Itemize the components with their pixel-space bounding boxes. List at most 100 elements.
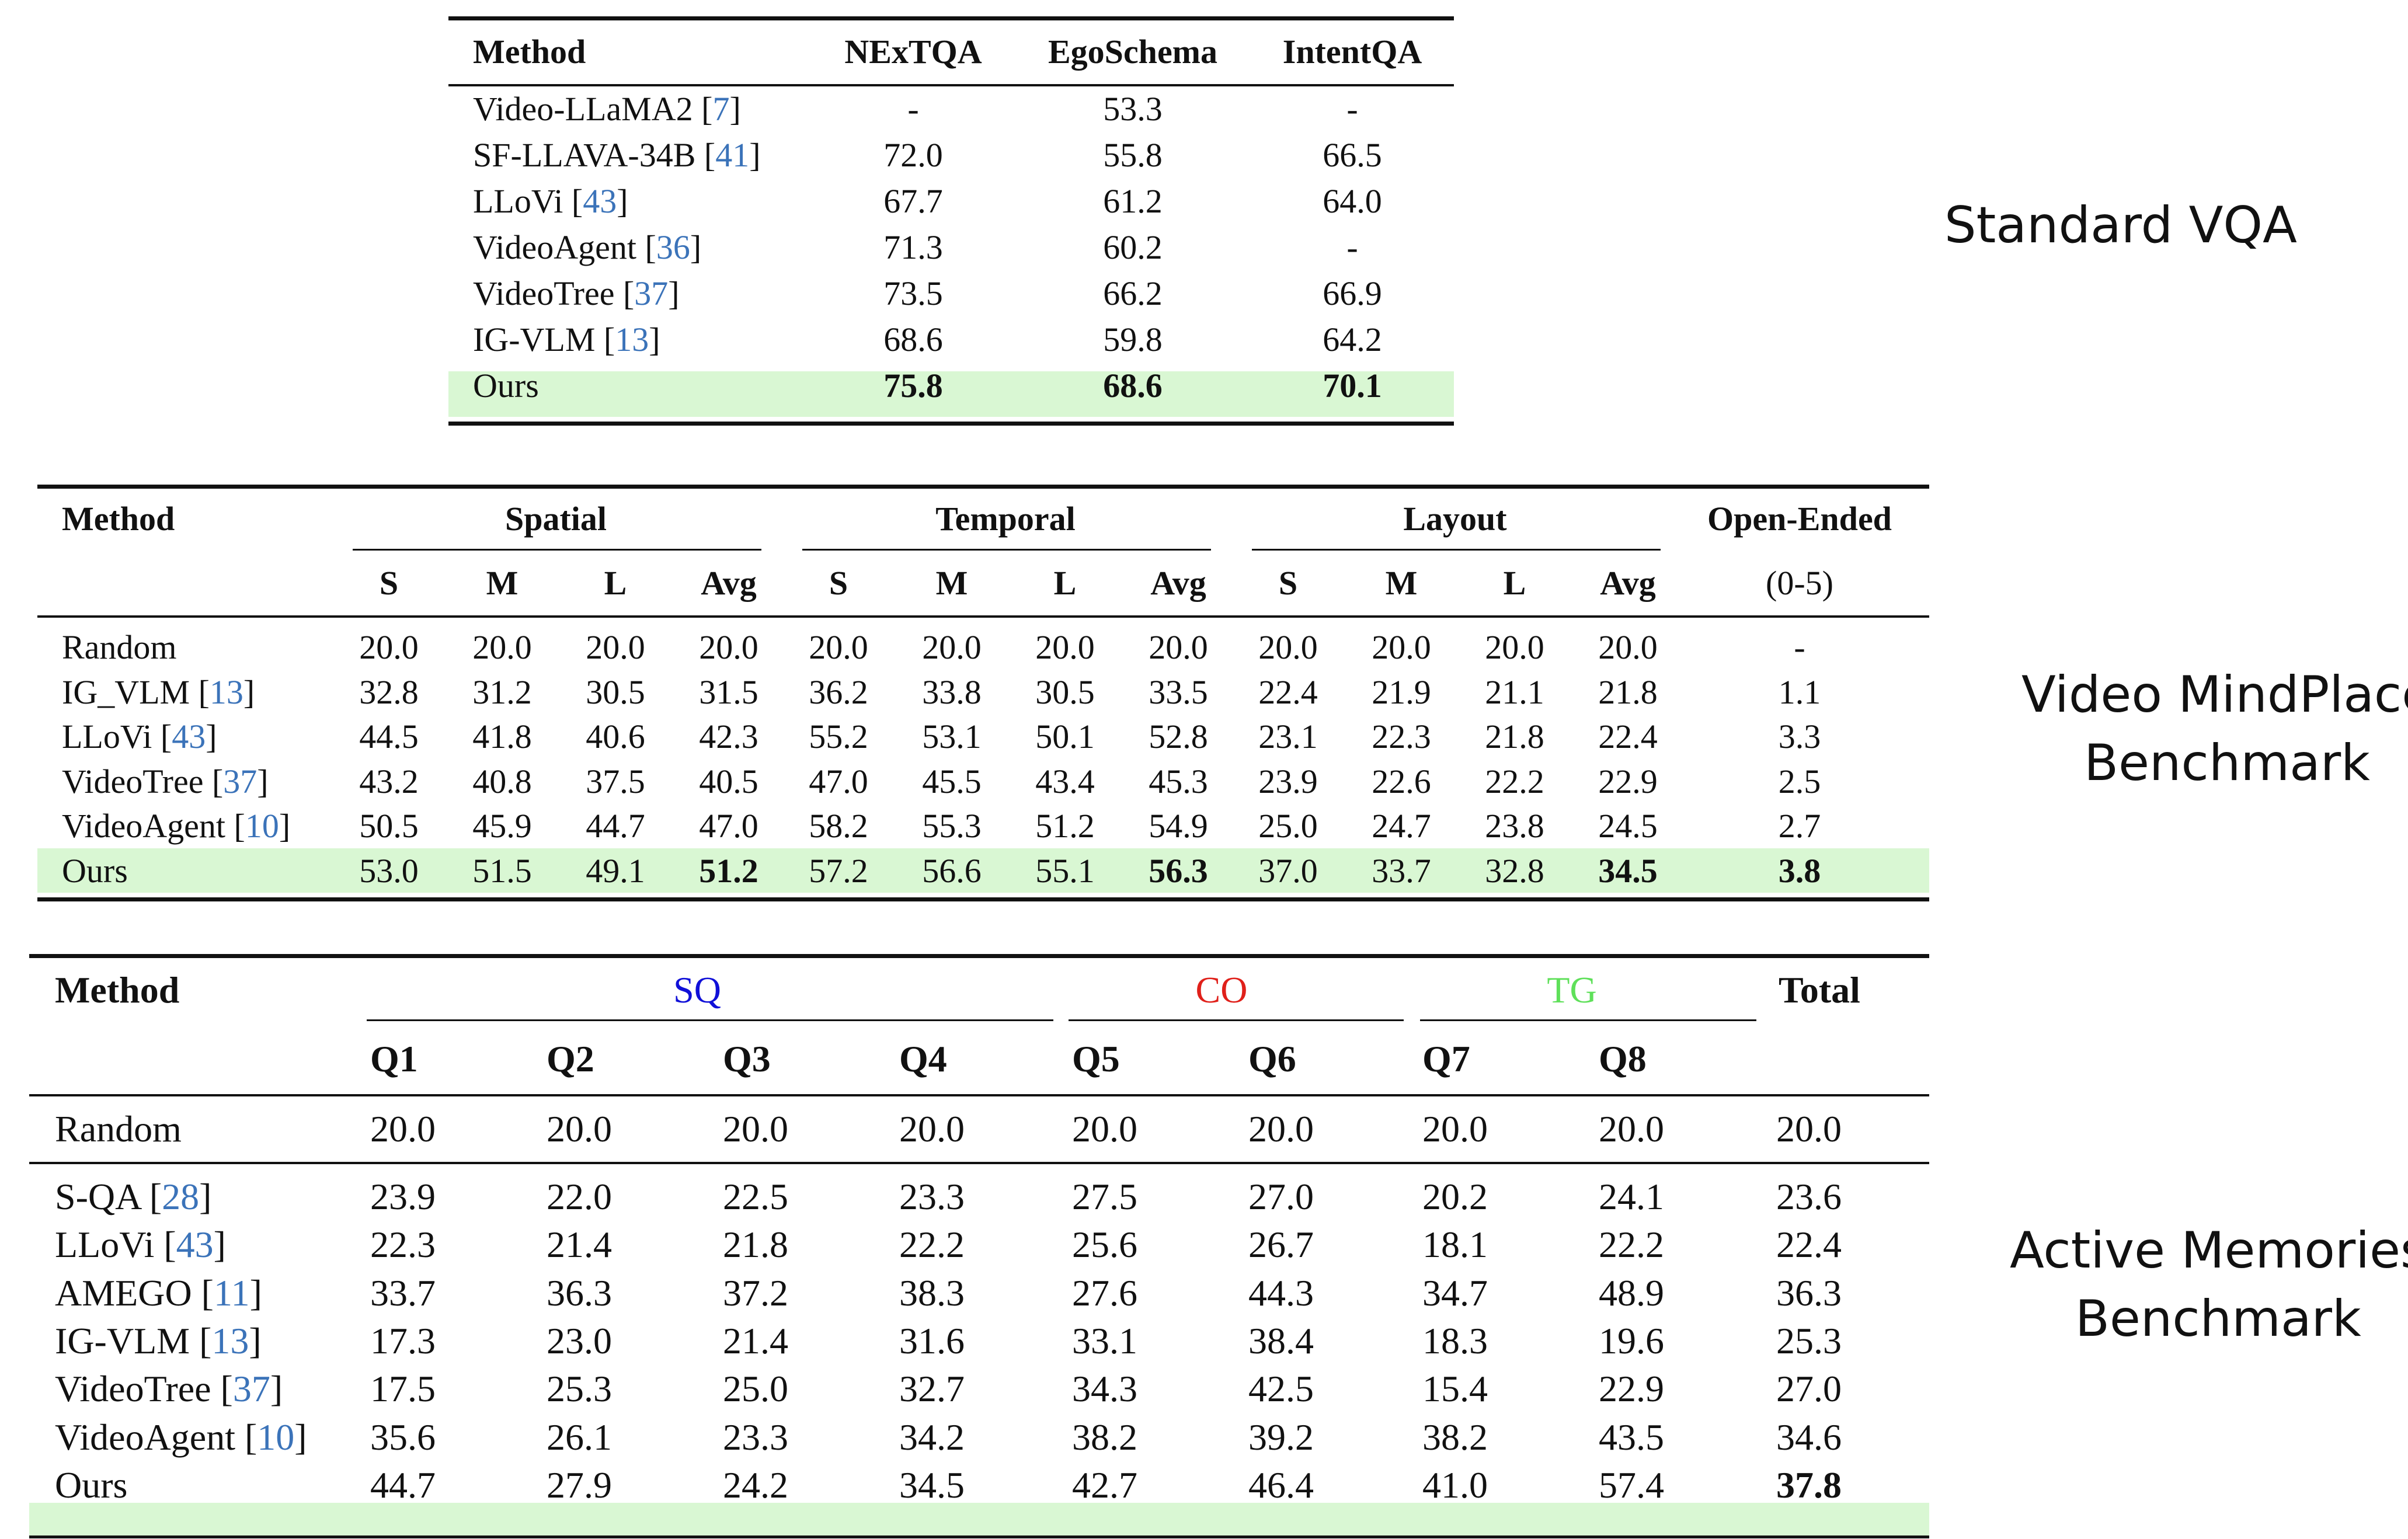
subheader-cell: M <box>1385 564 1418 602</box>
value-cell: 68.6 <box>1103 367 1163 405</box>
method-cell: LLoVi [43] <box>55 1224 226 1265</box>
value-cell: 34.5 <box>1598 852 1658 890</box>
method-name: IG-VLM <box>55 1320 190 1362</box>
value-cell: 34.2 <box>899 1416 965 1458</box>
value-cell: 17.3 <box>370 1320 436 1362</box>
value-cell: 70.1 <box>1323 367 1382 405</box>
value-cell: 18.1 <box>1422 1224 1488 1265</box>
subheader-cell: S <box>1278 564 1298 602</box>
citation-link[interactable]: 41 <box>715 136 750 174</box>
ours-highlight <box>448 371 1454 417</box>
method-cell: IG-VLM [13] <box>55 1320 262 1362</box>
subheader-cell: M <box>935 564 968 602</box>
value-cell: 23.6 <box>1776 1176 1842 1217</box>
value-cell: 21.8 <box>1598 673 1658 711</box>
value-cell: 66.9 <box>1323 274 1382 312</box>
method-cell: LLoVi [43] <box>473 182 628 220</box>
value-cell: 20.0 <box>370 1108 436 1150</box>
citation-link[interactable]: 43 <box>172 718 206 755</box>
citation-link[interactable]: 10 <box>245 807 279 845</box>
subheader-cell: L <box>1503 564 1526 602</box>
value-cell: 34.3 <box>1072 1368 1137 1409</box>
open-ended-group-header: Open-Ended <box>1707 500 1892 538</box>
value-cell: 20.0 <box>1485 628 1544 666</box>
value-cell: 50.5 <box>359 807 419 845</box>
citation-link[interactable]: 37 <box>232 1368 270 1409</box>
tg-subrule <box>1420 1019 1756 1021</box>
method-name: S-QA <box>55 1176 140 1217</box>
value-cell: 68.6 <box>883 321 943 358</box>
value-cell: 42.7 <box>1072 1464 1137 1506</box>
value-cell: 27.9 <box>547 1464 612 1506</box>
value-cell: 64.0 <box>1323 182 1382 220</box>
value-cell: 22.4 <box>1258 673 1318 711</box>
value-cell: 64.2 <box>1323 321 1382 358</box>
citation-link[interactable]: 10 <box>257 1416 295 1458</box>
mindplace-line1: Video MindPlace <box>2021 666 2408 724</box>
layout-subrule <box>1252 549 1661 551</box>
value-cell: 60.2 <box>1103 228 1163 266</box>
value-cell: 36.3 <box>1776 1272 1842 1314</box>
value-cell: 25.3 <box>1776 1320 1842 1362</box>
value-cell: 43.4 <box>1035 762 1095 800</box>
citation-link[interactable]: 43 <box>583 182 617 220</box>
subheader-cell: Avg <box>1600 564 1656 602</box>
subheader-cell: Q5 <box>1072 1038 1120 1080</box>
random-rule <box>29 1162 1929 1164</box>
value-cell: 21.1 <box>1485 673 1544 711</box>
value-cell: - <box>907 90 919 128</box>
citation-link[interactable]: 36 <box>656 228 690 266</box>
value-cell: 57.2 <box>809 852 868 890</box>
standard-vqa-label: Standard VQA <box>1944 191 2297 260</box>
citation-link[interactable]: 13 <box>211 1320 249 1362</box>
value-cell: 33.5 <box>1149 673 1208 711</box>
value-cell: 31.2 <box>472 673 532 711</box>
value-cell: 20.0 <box>547 1108 612 1150</box>
value-cell: - <box>1346 228 1358 266</box>
value-cell: 55.3 <box>922 807 982 845</box>
method-cell: VideoAgent [10] <box>62 807 291 845</box>
value-cell: 20.0 <box>1372 628 1431 666</box>
value-cell: 21.4 <box>723 1320 788 1362</box>
value-cell: 55.2 <box>809 718 868 755</box>
value-cell: 27.5 <box>1072 1176 1137 1217</box>
mindplace-label: Video MindPlace Benchmark <box>2021 661 2408 798</box>
spatial-group-header: Spatial <box>504 500 607 538</box>
value-cell: 37.8 <box>1776 1464 1842 1506</box>
value-cell: 44.7 <box>370 1464 436 1506</box>
method-cell: Ours <box>473 369 539 403</box>
value-cell: 40.8 <box>472 762 532 800</box>
value-cell: 56.3 <box>1149 852 1208 890</box>
value-cell: 44.7 <box>586 807 645 845</box>
value-cell: 19.6 <box>1599 1320 1664 1362</box>
subheader-cell: Avg <box>701 564 757 602</box>
citation-link[interactable]: 13 <box>209 673 243 711</box>
value-cell: 15.4 <box>1422 1368 1488 1409</box>
value-cell: 66.2 <box>1103 274 1163 312</box>
nextqa-header: NExTQA <box>844 33 982 71</box>
value-cell: 21.8 <box>723 1224 788 1265</box>
value-cell: 22.0 <box>547 1176 612 1217</box>
value-cell: 59.8 <box>1103 321 1163 358</box>
citation-link[interactable]: 7 <box>712 90 730 128</box>
citation-link[interactable]: 28 <box>162 1176 200 1217</box>
citation-link[interactable]: 11 <box>213 1272 250 1314</box>
value-cell: 21.4 <box>547 1224 612 1265</box>
value-cell: 34.7 <box>1422 1272 1488 1314</box>
citation-link[interactable]: 37 <box>634 274 669 312</box>
standard-vqa-table: Method NExTQA EgoSchema IntentQA Video-L… <box>448 16 1454 430</box>
value-cell: 55.1 <box>1035 852 1095 890</box>
value-cell: 26.7 <box>1248 1224 1314 1265</box>
value-cell: 49.1 <box>586 852 645 890</box>
method-name: VideoAgent <box>473 228 637 266</box>
subheader-cell: L <box>1053 564 1077 602</box>
value-cell: 66.5 <box>1323 136 1382 174</box>
value-cell: 33.7 <box>370 1272 436 1314</box>
citation-link[interactable]: 37 <box>223 762 257 800</box>
value-cell: 44.5 <box>359 718 419 755</box>
citation-link[interactable]: 13 <box>615 321 649 358</box>
value-cell: 53.0 <box>359 852 419 890</box>
citation-link[interactable]: 43 <box>176 1224 214 1265</box>
value-cell: 56.6 <box>922 852 982 890</box>
intentqa-header: IntentQA <box>1282 33 1422 71</box>
